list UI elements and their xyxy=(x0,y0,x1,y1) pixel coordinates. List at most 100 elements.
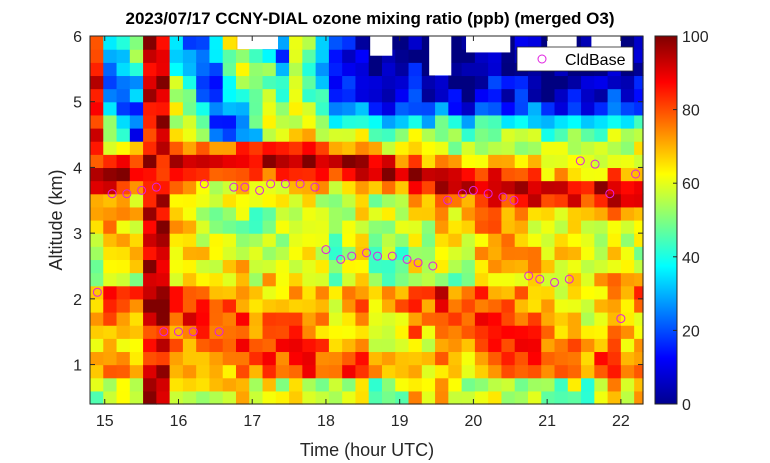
heatmap-cell xyxy=(249,49,264,63)
heatmap-cell xyxy=(501,167,516,182)
heatmap-cell xyxy=(156,259,171,274)
heatmap-cell xyxy=(235,141,250,155)
heatmap-cell xyxy=(235,128,250,142)
heatmap-cell xyxy=(527,233,542,247)
heatmap-cell xyxy=(607,180,622,195)
heatmap-cell xyxy=(342,180,357,195)
heatmap-cell xyxy=(275,49,290,63)
heatmap-cell xyxy=(620,272,635,287)
heatmap-cell xyxy=(156,180,171,195)
heatmap-cell xyxy=(328,36,343,50)
heatmap-cell xyxy=(581,259,595,274)
heatmap-cell xyxy=(143,101,157,116)
heatmap-cell xyxy=(196,364,211,379)
heatmap-cell xyxy=(222,272,237,287)
heatmap-cell xyxy=(222,193,237,208)
heatmap-cell xyxy=(196,193,211,208)
heatmap-cell xyxy=(222,298,237,313)
heatmap-cell xyxy=(342,193,357,208)
heatmap-cell xyxy=(488,272,503,287)
heatmap-cell xyxy=(395,259,410,274)
heatmap-cell xyxy=(607,298,622,313)
heatmap-cell xyxy=(620,246,635,261)
heatmap-cell xyxy=(607,285,622,300)
heatmap-cell xyxy=(435,233,449,247)
heatmap-cell xyxy=(567,390,582,405)
heatmap-cell xyxy=(302,338,317,353)
heatmap-cell xyxy=(461,390,476,405)
x-axis-label: Time (hour UTC) xyxy=(300,440,434,460)
heatmap-cell xyxy=(289,364,303,379)
heatmap-cell xyxy=(342,220,357,234)
heatmap-cell xyxy=(514,180,529,195)
heatmap-cell xyxy=(448,75,463,90)
heatmap-cell xyxy=(209,75,224,90)
heatmap-cell xyxy=(222,285,237,300)
heatmap-cell xyxy=(607,193,622,208)
heatmap-cell xyxy=(474,364,489,379)
heatmap-cell xyxy=(448,114,463,129)
heatmap-cell xyxy=(607,75,622,90)
cloud-base-point xyxy=(310,182,320,192)
heatmap-cell xyxy=(368,325,383,339)
heatmap-cell xyxy=(448,325,463,339)
heatmap-cell xyxy=(209,154,224,169)
heatmap-cell xyxy=(501,325,516,339)
heatmap-cell xyxy=(209,114,224,129)
heatmap-cell xyxy=(275,390,290,405)
heatmap-cell xyxy=(567,325,582,339)
x-tick-label: 21 xyxy=(538,413,556,430)
heatmap-cell xyxy=(103,272,118,287)
heatmap-cell xyxy=(408,180,423,195)
heatmap-cell xyxy=(488,220,503,234)
heatmap-cell xyxy=(581,312,595,326)
heatmap-cell xyxy=(355,180,370,195)
heatmap-cell xyxy=(156,312,171,326)
heatmap-cell xyxy=(103,312,118,326)
heatmap-cell xyxy=(129,206,144,221)
heatmap-cell xyxy=(421,285,436,300)
heatmap-cell xyxy=(381,180,396,195)
heatmap-cell xyxy=(554,272,569,287)
heatmap-cell xyxy=(368,128,383,142)
heatmap-cell xyxy=(634,75,644,90)
heatmap-cell xyxy=(222,88,237,103)
heatmap-cell xyxy=(395,75,410,90)
heatmap-cell xyxy=(302,377,317,392)
heatmap-cell xyxy=(461,272,476,287)
heatmap-cell xyxy=(143,298,157,313)
heatmap-cell xyxy=(435,206,449,221)
heatmap-cell xyxy=(235,351,250,366)
heatmap-cell xyxy=(634,180,644,195)
heatmap-cell xyxy=(368,351,383,366)
heatmap-cell xyxy=(567,193,582,208)
x-tick-label: 18 xyxy=(317,413,335,430)
heatmap-cell xyxy=(607,114,622,129)
heatmap-cell xyxy=(581,220,595,234)
x-tick-label: 20 xyxy=(465,413,483,430)
heatmap-cell xyxy=(381,193,396,208)
heatmap-cell xyxy=(408,128,423,142)
heatmap-cell xyxy=(129,220,144,234)
heatmap-cell xyxy=(448,377,463,392)
heatmap-cell xyxy=(342,285,357,300)
heatmap-cell xyxy=(554,154,569,169)
x-tick-label: 17 xyxy=(243,413,261,430)
heatmap-cell xyxy=(395,233,410,247)
heatmap-cell xyxy=(368,75,383,90)
heatmap-cell xyxy=(634,193,644,208)
heatmap-cell xyxy=(527,114,542,129)
heatmap-cell xyxy=(501,101,516,116)
heatmap-cell xyxy=(620,312,635,326)
heatmap-cell xyxy=(235,390,250,405)
legend-label: CldBase xyxy=(565,52,626,69)
heatmap-cell xyxy=(129,75,144,90)
heatmap-cell xyxy=(541,193,556,208)
heatmap-cell xyxy=(461,259,476,274)
heatmap-cell xyxy=(222,206,237,221)
heatmap-cell xyxy=(328,285,343,300)
heatmap-cell xyxy=(620,193,635,208)
heatmap-cell xyxy=(381,312,396,326)
heatmap-cell xyxy=(355,193,370,208)
